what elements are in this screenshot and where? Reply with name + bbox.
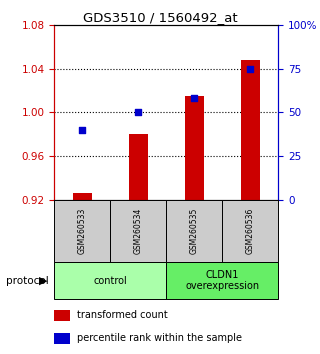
Bar: [129, 134, 148, 200]
Text: CLDN1
overexpression: CLDN1 overexpression: [185, 270, 260, 291]
Bar: [241, 60, 260, 200]
Text: percentile rank within the sample: percentile rank within the sample: [77, 333, 242, 343]
Text: transformed count: transformed count: [77, 310, 168, 320]
Bar: [73, 193, 92, 200]
Text: control: control: [93, 275, 127, 286]
Point: [136, 110, 141, 115]
Text: GSM260536: GSM260536: [246, 208, 255, 254]
Bar: [185, 96, 204, 200]
Text: GSM260533: GSM260533: [78, 208, 87, 254]
Point: [80, 127, 85, 133]
Point: [192, 96, 197, 101]
Text: GSM260534: GSM260534: [134, 208, 143, 254]
Point: [248, 66, 253, 72]
Text: GDS3510 / 1560492_at: GDS3510 / 1560492_at: [83, 11, 237, 24]
Text: ▶: ▶: [39, 275, 47, 286]
Text: GSM260535: GSM260535: [190, 208, 199, 254]
Text: protocol: protocol: [6, 275, 49, 286]
